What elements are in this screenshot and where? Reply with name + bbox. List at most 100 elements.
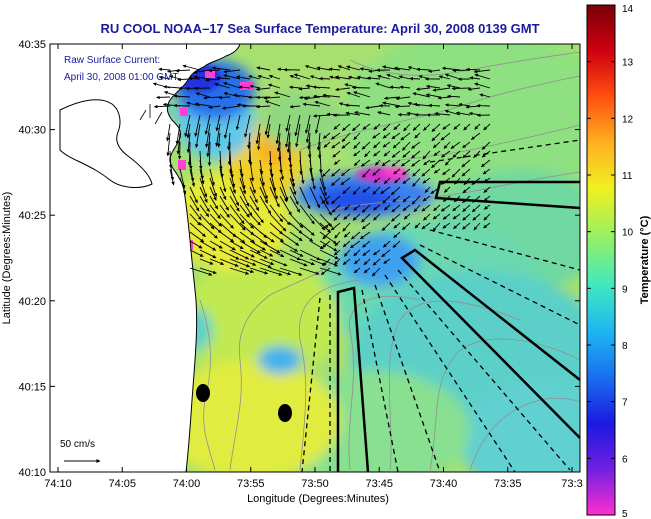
current-vector-arrow-icon (269, 267, 292, 276)
current-vector-arrow-icon (319, 231, 337, 245)
current-vector-arrow-icon (279, 249, 301, 261)
current-vector-arrow-icon (398, 75, 411, 80)
current-vector-arrow-icon (428, 103, 441, 108)
current-vector-arrow-icon (319, 258, 339, 267)
current-vector-arrow-icon (219, 204, 230, 218)
current-vector-arrow-icon (362, 123, 371, 130)
current-vector-arrow-icon (344, 103, 361, 108)
current-vector-arrow-icon (319, 195, 332, 216)
current-vector-arrow-icon (395, 96, 411, 101)
current-vector-arrow-icon (364, 150, 371, 158)
current-vector-arrow-icon (299, 204, 315, 225)
current-vector-arrow-icon (259, 159, 264, 175)
current-vector-arrow-icon (219, 231, 235, 243)
current-vector-arrow-icon (423, 123, 431, 131)
current-vector-arrow-icon (206, 132, 211, 158)
current-vector-arrow-icon (186, 123, 191, 139)
current-vector-arrow-icon (322, 258, 331, 267)
current-vector-arrow-icon (239, 267, 254, 274)
current-vector-arrow-icon (209, 186, 217, 201)
current-vector-arrow-icon (467, 87, 481, 91)
current-vector-arrow-icon (384, 204, 391, 211)
current-vector-arrow-icon (259, 195, 272, 215)
current-vector-arrow-icon (335, 87, 351, 92)
current-vector-arrow-icon (331, 132, 341, 140)
current-vector-arrow-icon (229, 159, 234, 179)
current-vector-arrow-icon (462, 204, 471, 212)
current-vector-arrow-icon (236, 75, 251, 80)
current-vector-arrow-icon (372, 168, 381, 176)
current-vector-arrow-icon (334, 231, 341, 239)
current-vector-arrow-icon (269, 177, 278, 200)
current-vector-arrow-icon (249, 213, 261, 226)
current-vector-arrow-icon (392, 195, 401, 203)
current-vector-arrow-icon (208, 105, 221, 109)
current-vector-arrow-icon (276, 132, 281, 152)
current-vector-arrow-icon (346, 91, 361, 98)
current-vector-arrow-icon (452, 150, 461, 158)
current-vector-arrow-icon (442, 222, 451, 229)
current-vector-arrow-icon (299, 186, 311, 210)
current-vector-arrow-icon (299, 249, 321, 261)
current-vector-arrow-icon (235, 114, 241, 131)
current-vector-arrow-icon (372, 132, 381, 139)
current-vector-arrow-icon (274, 91, 291, 98)
current-vector-arrow-icon (421, 204, 431, 212)
current-vector-arrow-icon (335, 75, 351, 80)
current-vector-arrow-icon (259, 267, 283, 276)
current-vector-arrow-icon (342, 222, 351, 232)
current-vector-arrow-icon (471, 204, 481, 213)
y-axis-label: Latitude (Degrees:Minutes) (1, 192, 13, 325)
current-vector-arrow-icon (465, 67, 481, 72)
current-vector-arrow-icon (259, 177, 268, 200)
current-vector-arrow-icon (249, 231, 268, 245)
current-vector-arrow-icon (199, 159, 204, 180)
current-vector-arrow-icon (256, 132, 261, 151)
current-vector-arrow-icon (463, 177, 471, 186)
current-vector-arrow-icon (173, 94, 191, 98)
current-vector-arrow-icon (239, 195, 253, 217)
current-vector-arrow-icon (447, 94, 461, 99)
current-vector-arrow-icon (279, 240, 299, 252)
current-vector-arrow-icon (361, 204, 371, 213)
current-vector-arrow-icon (289, 74, 301, 80)
current-vector-arrow-icon (331, 141, 341, 149)
current-vector-arrow-icon (257, 74, 271, 80)
current-vector-arrow-icon (332, 150, 341, 158)
current-vector-arrow-icon (215, 114, 221, 132)
current-vector-arrow-icon (305, 123, 311, 143)
current-vector-arrow-icon (322, 93, 341, 98)
current-vector-arrow-icon (319, 267, 342, 276)
current-vector-arrow-icon (463, 123, 471, 131)
current-vector-arrow-icon (362, 168, 371, 178)
current-vector-arrow-icon (483, 195, 491, 202)
current-vector-arrow-icon (382, 240, 391, 248)
current-vector-arrow-icon (433, 168, 441, 174)
current-vector-arrow-icon (244, 114, 251, 138)
current-vector-arrow-icon (444, 73, 461, 80)
current-vector-arrow-icon (299, 267, 320, 275)
current-vector-arrow-icon (432, 213, 441, 220)
current-vector-arrow-icon (472, 195, 481, 203)
current-vector-arrow-icon (382, 123, 391, 132)
current-vector-arrow-icon (229, 168, 236, 188)
current-vector-arrow-icon (377, 74, 391, 80)
current-vector-arrow-icon (453, 123, 461, 130)
current-vector-arrow-icon (163, 85, 181, 89)
current-vector-arrow-icon (249, 249, 268, 259)
current-vector-arrow-icon (211, 66, 231, 71)
current-vector-arrow-icon (483, 204, 491, 210)
current-vector-arrow-icon (289, 85, 301, 90)
current-vector-arrow-icon (403, 123, 411, 132)
current-vector-arrow-icon (199, 204, 210, 217)
current-vector-arrow-icon (193, 69, 211, 74)
x-axis-label: Longitude (Degrees:Minutes) (247, 493, 389, 505)
current-vector-arrow-icon (247, 132, 251, 149)
current-vector-arrow-icon (179, 168, 186, 189)
current-vector-arrow-icon (249, 267, 269, 275)
current-vector-arrow-icon (331, 168, 341, 177)
current-vector-arrow-icon (289, 195, 301, 213)
current-vector-arrow-icon (443, 186, 451, 193)
current-vector-arrow-icon (345, 111, 361, 116)
colorbar-tick-label: 6 (622, 454, 628, 465)
